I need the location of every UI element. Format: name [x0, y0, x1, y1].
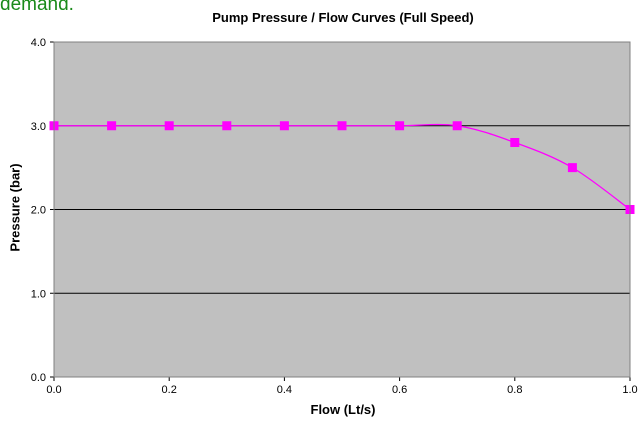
y-tick-label: 3.0 — [31, 121, 46, 133]
data-point — [337, 121, 347, 131]
x-tick-label: 1.0 — [622, 384, 637, 396]
x-tick-label: 0.0 — [46, 384, 61, 396]
y-tick-label: 1.0 — [31, 288, 46, 300]
data-point — [510, 138, 520, 147]
data-point — [164, 121, 174, 131]
chart-title: Pump Pressure / Flow Curves (Full Speed) — [212, 10, 474, 25]
data-point — [567, 163, 577, 173]
x-tick-label: 0.2 — [162, 384, 177, 396]
plot-border — [53, 41, 631, 378]
x-tick-label: 0.6 — [392, 384, 407, 396]
x-axis-ticks: 0.0 0.2 0.4 0.6 0.8 1.0 — [46, 377, 638, 396]
y-axis-ticks: 0.0 1.0 2.0 3.0 4.0 — [31, 37, 54, 384]
data-point — [395, 121, 405, 131]
data-point — [107, 121, 117, 131]
data-point — [279, 121, 289, 131]
page-text-fragment: demand. — [0, 0, 74, 15]
x-tick-label: 0.4 — [277, 384, 292, 396]
y-tick-label: 0.0 — [31, 372, 46, 384]
y-tick-label: 2.0 — [31, 205, 46, 217]
y-tick-label: 4.0 — [31, 37, 46, 49]
x-tick-label: 0.8 — [507, 384, 522, 396]
data-point — [452, 121, 462, 131]
data-point — [222, 121, 232, 131]
y-axis-label: Pressure (bar) — [7, 163, 23, 252]
x-axis-label: Flow (Lt/s) — [310, 402, 376, 417]
